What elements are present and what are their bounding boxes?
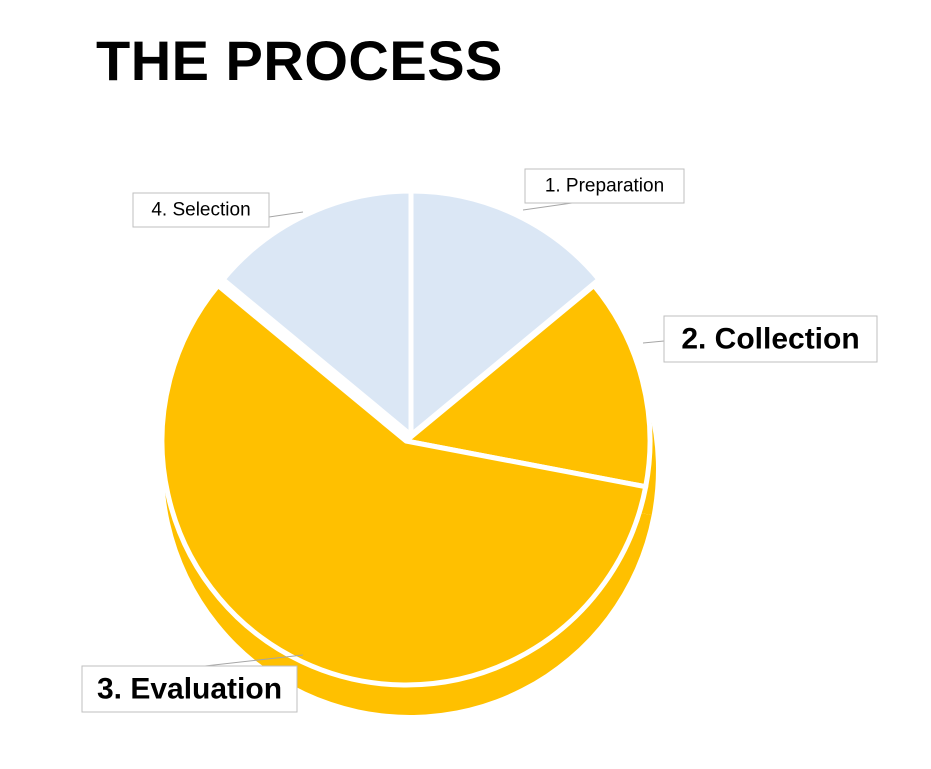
leader-line-3-evaluation — [204, 654, 304, 667]
pie-slice-3-evaluation — [159, 282, 649, 688]
pie-slice-1-preparation — [408, 188, 602, 438]
slice-label-3-evaluation: 3. Evaluation — [97, 673, 282, 706]
slice-label-2-collection: 2. Collection — [681, 323, 859, 356]
slice-label-1-preparation: 1. Preparation — [545, 176, 664, 197]
slice-label-4-selection: 4. Selection — [151, 200, 250, 221]
label-box-2-collection — [663, 315, 878, 363]
leader-line-4-selection — [268, 211, 304, 218]
page-title: THE PROCESS — [96, 29, 503, 92]
label-box-4-selection — [132, 192, 270, 228]
pie-slices — [159, 188, 653, 688]
slice-labels: 1. Preparation 2. Collection 3. Evaluation… — [81, 168, 878, 713]
label-box-1-preparation — [524, 168, 685, 204]
label-box-3-evaluation — [81, 665, 298, 713]
pie-slice-2-collection — [403, 282, 653, 490]
leader-line-1-preparation — [522, 202, 573, 211]
pie-slice-4-selection — [220, 188, 414, 438]
leader-line-2-collection — [642, 340, 665, 344]
